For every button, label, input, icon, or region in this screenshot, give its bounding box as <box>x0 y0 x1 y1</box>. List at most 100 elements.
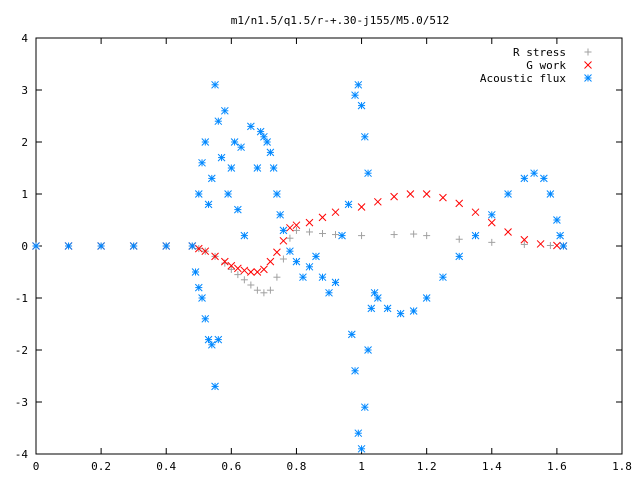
data-point-g-work <box>318 213 327 222</box>
data-point-acoustic-flux <box>396 309 405 318</box>
chart-title: m1/n1.5/q1.5/r-+.30-j155/M5.0/512 <box>231 14 450 27</box>
y-tick-label: -1 <box>15 292 28 305</box>
data-point-acoustic-flux <box>224 190 232 198</box>
data-point-acoustic-flux <box>201 314 210 323</box>
data-point-g-work <box>266 257 275 266</box>
data-point-acoustic-flux <box>360 132 369 141</box>
y-tick-label: 1 <box>21 188 28 201</box>
data-point-acoustic-flux <box>312 252 320 261</box>
data-point-r-stress <box>221 259 229 267</box>
data-point-g-work <box>240 266 249 275</box>
legend-label-r-stress: R stress <box>513 46 566 59</box>
data-point-g-work <box>273 248 281 257</box>
x-tick-label: 1.6 <box>547 460 567 473</box>
data-point-acoustic-flux <box>279 226 288 235</box>
y-tick-label: 4 <box>21 32 28 45</box>
data-point-g-work <box>233 264 242 273</box>
data-point-g-work <box>292 221 301 230</box>
data-point-r-stress <box>410 230 418 238</box>
series-acoustic-flux <box>32 80 568 453</box>
legend-label-g-work: G work <box>526 59 566 72</box>
data-point-g-work <box>279 236 288 245</box>
data-point-g-work <box>553 241 561 250</box>
data-point-acoustic-flux <box>220 106 229 115</box>
data-point-acoustic-flux <box>364 169 372 178</box>
data-point-acoustic-flux <box>455 252 464 261</box>
x-tick-label: 1.8 <box>612 460 632 473</box>
data-point-r-stress <box>234 271 242 279</box>
data-point-acoustic-flux <box>351 91 359 100</box>
y-tick-label: 3 <box>21 84 28 97</box>
data-point-g-work <box>487 218 496 227</box>
data-point-acoustic-flux <box>214 117 223 126</box>
data-point-acoustic-flux <box>204 335 213 344</box>
data-point-acoustic-flux <box>357 444 366 453</box>
plot-frame <box>35 37 623 455</box>
data-point-acoustic-flux <box>263 138 271 146</box>
data-point-g-work <box>439 193 447 202</box>
data-point-r-stress <box>305 228 313 236</box>
data-point-r-stress <box>240 276 248 284</box>
data-point-acoustic-flux <box>344 200 353 209</box>
data-point-acoustic-flux <box>194 190 203 198</box>
data-point-acoustic-flux <box>256 127 265 136</box>
data-point-acoustic-flux <box>439 273 447 282</box>
x-tick-label: 0.2 <box>91 460 111 473</box>
data-point-r-stress <box>318 230 326 238</box>
y-tick-label: -2 <box>15 344 28 357</box>
data-point-acoustic-flux <box>266 148 275 157</box>
data-point-acoustic-flux <box>198 158 206 167</box>
data-point-acoustic-flux <box>347 330 356 339</box>
legend-marker-g-work <box>584 61 592 69</box>
data-point-acoustic-flux <box>299 273 307 282</box>
data-point-acoustic-flux <box>553 216 561 224</box>
data-point-r-stress <box>253 286 261 294</box>
data-point-acoustic-flux <box>207 340 216 349</box>
data-point-acoustic-flux <box>286 247 294 256</box>
data-point-acoustic-flux <box>97 242 105 250</box>
data-point-acoustic-flux <box>546 190 555 198</box>
data-point-acoustic-flux <box>253 164 262 172</box>
data-point-acoustic-flux <box>559 242 568 250</box>
data-point-acoustic-flux <box>360 403 369 412</box>
data-point-g-work <box>220 257 229 266</box>
data-point-r-stress <box>227 265 235 273</box>
data-point-acoustic-flux <box>357 101 366 110</box>
data-point-acoustic-flux <box>162 242 171 250</box>
series-layer <box>32 80 568 453</box>
data-point-g-work <box>504 228 512 236</box>
data-point-g-work <box>357 203 366 211</box>
data-point-g-work <box>373 197 382 206</box>
x-tick-label: 0.4 <box>156 460 176 473</box>
data-point-acoustic-flux <box>191 268 200 276</box>
data-point-acoustic-flux <box>129 242 138 250</box>
data-point-acoustic-flux <box>204 200 213 209</box>
data-point-r-stress <box>520 240 528 248</box>
data-point-acoustic-flux <box>354 80 363 89</box>
data-point-acoustic-flux <box>540 174 548 183</box>
data-point-acoustic-flux <box>520 174 529 183</box>
y-axis: -4 -3 -2 -1 0 1 2 3 4 <box>15 32 622 461</box>
data-point-r-stress <box>266 286 274 294</box>
data-point-g-work <box>520 235 529 244</box>
data-point-acoustic-flux <box>292 257 301 266</box>
data-point-r-stress <box>279 255 287 263</box>
data-point-acoustic-flux <box>530 169 538 178</box>
data-point-acoustic-flux <box>217 153 226 162</box>
data-point-acoustic-flux <box>471 231 480 240</box>
x-tick-label: 1.2 <box>417 460 437 473</box>
x-tick-label: 1 <box>358 460 365 473</box>
data-point-g-work <box>253 268 262 276</box>
y-tick-label: 0 <box>21 240 28 253</box>
data-point-g-work <box>227 261 236 270</box>
data-point-r-stress <box>358 232 366 240</box>
data-point-r-stress <box>455 235 463 243</box>
data-point-acoustic-flux <box>273 190 281 198</box>
data-point-r-stress <box>273 273 281 281</box>
x-tick-label: 1.4 <box>482 460 502 473</box>
x-tick-label: 0 <box>33 460 40 473</box>
data-point-r-stress <box>260 289 268 297</box>
x-axis: 0 0.2 0.4 0.6 0.8 1 1.2 1.4 1.6 1.8 <box>33 38 632 473</box>
